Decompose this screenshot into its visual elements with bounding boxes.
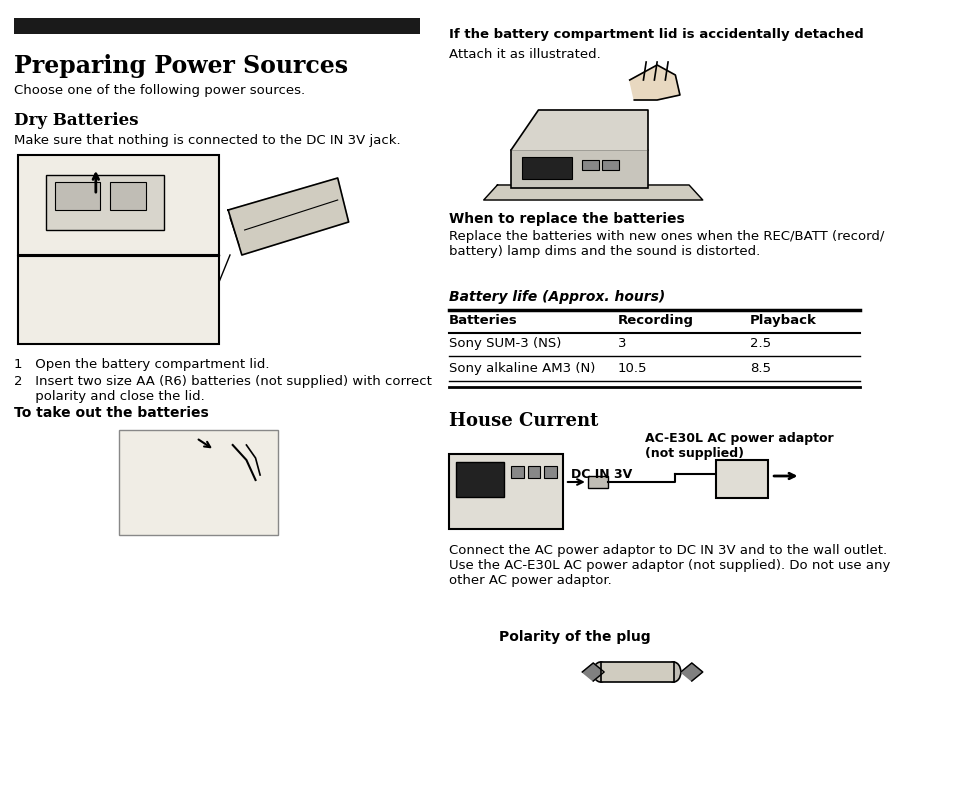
Bar <box>18 256 219 344</box>
Text: Preparing Power Sources: Preparing Power Sources <box>13 54 348 78</box>
Polygon shape <box>511 110 647 150</box>
Text: Replace the batteries with new ones when the REC/BATT (record/
battery) lamp dim: Replace the batteries with new ones when… <box>449 230 883 258</box>
Text: To take out the batteries: To take out the batteries <box>13 406 208 420</box>
Bar <box>449 454 562 529</box>
Ellipse shape <box>185 482 200 498</box>
Bar <box>18 155 219 255</box>
Text: Polarity of the plug: Polarity of the plug <box>498 630 650 644</box>
Text: Connect the AC power adaptor to DC IN 3V and to the wall outlet.
Use the AC-E30L: Connect the AC power adaptor to DC IN 3V… <box>449 544 889 587</box>
Text: Attach it as illustrated.: Attach it as illustrated. <box>449 48 600 61</box>
Text: 2   Insert two size AA (R6) batteries (not supplied) with correct
     polarity : 2 Insert two size AA (R6) batteries (not… <box>13 375 431 403</box>
Text: If the battery compartment lid is accidentally detached: If the battery compartment lid is accide… <box>449 28 862 41</box>
Text: House Current: House Current <box>449 412 598 430</box>
Text: When to replace the batteries: When to replace the batteries <box>449 212 684 226</box>
Ellipse shape <box>134 482 149 498</box>
Text: 1   Open the battery compartment lid.: 1 Open the battery compartment lid. <box>13 358 269 371</box>
Text: DC IN 3V: DC IN 3V <box>571 468 632 481</box>
Bar <box>456 462 503 497</box>
Text: Dry Batteries: Dry Batteries <box>13 112 138 129</box>
Text: Sony alkaline AM3 (N): Sony alkaline AM3 (N) <box>449 362 595 375</box>
Bar <box>46 175 164 230</box>
Bar <box>581 160 598 170</box>
Text: Batteries: Batteries <box>449 314 517 327</box>
Bar <box>13 18 419 34</box>
Bar <box>118 430 278 535</box>
Polygon shape <box>228 178 348 255</box>
Ellipse shape <box>122 289 142 311</box>
Ellipse shape <box>86 289 106 311</box>
Text: Recording: Recording <box>618 314 693 327</box>
Bar <box>527 466 539 478</box>
Text: 8.5: 8.5 <box>749 362 770 375</box>
Text: Make sure that nothing is connected to the DC IN 3V jack.: Make sure that nothing is connected to t… <box>13 134 400 147</box>
Polygon shape <box>680 663 702 681</box>
Ellipse shape <box>593 662 607 682</box>
Polygon shape <box>483 185 702 200</box>
Text: AC-E30L AC power adaptor
(not supplied): AC-E30L AC power adaptor (not supplied) <box>644 432 833 460</box>
Polygon shape <box>581 663 603 681</box>
Bar <box>54 182 100 210</box>
Ellipse shape <box>50 289 70 311</box>
Ellipse shape <box>159 482 174 498</box>
Text: 10.5: 10.5 <box>618 362 647 375</box>
Ellipse shape <box>665 662 680 682</box>
Text: Choose one of the following power sources.: Choose one of the following power source… <box>13 84 305 97</box>
Text: Sony SUM-3 (NS): Sony SUM-3 (NS) <box>449 337 560 350</box>
Bar <box>587 476 607 488</box>
Text: 2.5: 2.5 <box>749 337 771 350</box>
Bar <box>601 160 618 170</box>
Bar <box>715 460 768 498</box>
Text: Playback: Playback <box>749 314 816 327</box>
Text: Battery life (Approx. hours): Battery life (Approx. hours) <box>449 290 664 304</box>
Polygon shape <box>629 65 679 100</box>
Bar <box>110 182 146 210</box>
Bar <box>543 466 557 478</box>
Bar <box>521 157 572 179</box>
Bar <box>599 662 673 682</box>
Bar <box>511 150 647 188</box>
Bar <box>511 466 523 478</box>
Text: 3: 3 <box>618 337 626 350</box>
